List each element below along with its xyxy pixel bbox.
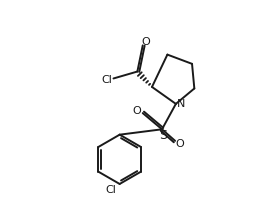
Text: O: O [132, 106, 141, 116]
Text: S: S [159, 129, 167, 142]
Text: O: O [142, 37, 150, 47]
Text: O: O [175, 139, 184, 149]
Text: Cl: Cl [101, 75, 112, 85]
Text: Cl: Cl [105, 185, 116, 195]
Text: N: N [177, 99, 185, 109]
